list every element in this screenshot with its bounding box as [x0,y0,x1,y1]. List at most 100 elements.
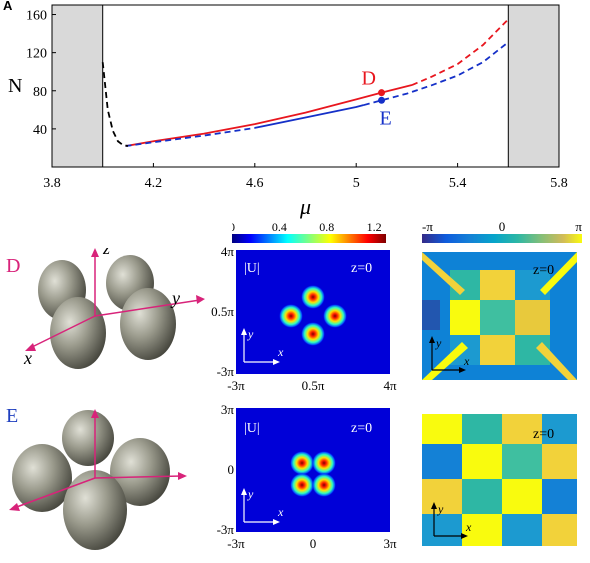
marker-point [378,96,386,104]
amp-spot [312,473,336,497]
phase-patch [462,444,502,479]
series-line [411,18,509,86]
plot-frame [51,4,560,168]
amp-spot [323,304,347,328]
amp-label: |U| [244,261,260,276]
phase-y-label: y [437,502,444,516]
amp-map-background [236,408,390,532]
arrow-right-icon [273,359,280,365]
y-tick-label: 120 [26,47,47,62]
lobe-shape [110,438,170,506]
y-axis-line [94,299,201,317]
amp-y-tick-label: 4π [221,244,235,259]
x-tick-label: 5 [353,176,360,191]
z-axis-arrow-icon [91,409,99,418]
point-label: D [362,68,376,90]
x-tick-label: 5.8 [550,176,568,191]
series-line [101,62,129,147]
marker-point [378,89,386,97]
map-y-label: y [247,327,254,341]
y-axis-arrow-icon [196,295,205,304]
map-x-label: x [277,505,284,519]
panel-label: A [3,0,13,13]
axis-label-x: x [23,348,32,368]
lobe-shape [120,288,176,360]
shaded-region [508,5,559,167]
phase-patch [536,342,577,380]
arrow-up-icon [241,328,247,335]
arrow-up-icon [431,502,437,509]
phase-x-label: x [463,354,470,368]
amp-y-tick-label: -3π [217,522,235,537]
colorbars: 0 0.4 0.8 1.2 -π 0 π [232,219,582,243]
amp-colorbar-tick-label: 0 [232,220,235,234]
phase-patch [462,414,502,444]
amp-y-tick-label: 0 [228,462,235,477]
phase-patch [542,479,577,514]
phase-patch [422,444,462,479]
phase-patch [422,252,465,295]
amp-spot [301,322,325,346]
amp-map-background [236,250,390,374]
series-line [363,41,509,106]
phase-z-label: z=0 [533,263,554,278]
z-label: z=0 [351,261,372,276]
x-axis-line [13,477,96,509]
x-axis-arrow-icon [25,343,36,351]
x-tick-label: 5.4 [449,176,467,191]
phase-colorbar-ticks: -π 0 π [422,219,582,234]
amp-spot [290,473,314,497]
phase-colorbar [422,234,582,243]
map-y-label: y [247,487,254,501]
phase-colorbar-tick-label: 0 [499,219,506,234]
phase-patch [480,335,515,365]
amp-colorbar-ticks: 0 0.4 0.8 1.2 [232,220,382,234]
axis-label-z: z [102,248,110,258]
amp-colorbar [232,234,386,243]
shaded-regions [52,5,559,167]
row-letter-d: D [6,255,20,277]
top-chart: 3.8 4.2 4.6 5 5.4 5.8 40 80 120 160 DE N μ [8,4,568,219]
amp-x-tick-label: 4π [383,378,397,393]
phase-patch [450,300,480,335]
amp-spot [312,451,336,475]
amp-spot [279,304,303,328]
x-tick-label: 4.6 [246,176,264,191]
amp-label: |U| [244,421,260,436]
y-tick-label: 80 [33,85,47,100]
phase-patch [502,444,542,479]
phase-patch [422,479,462,514]
phase-patch [480,300,515,335]
amp-colorbar-tick-label: 1.2 [367,220,382,234]
amp-x-tick-label: -3π [227,378,245,393]
arrow-right-icon [459,367,466,373]
phase-y-label: y [435,336,442,350]
phase-map-e: z=0 y x [422,414,577,546]
amplitude-map-e: |U| z=0 y x -3π 0 3π 3π 0 -3π [217,402,397,551]
lobe-shape [12,444,72,512]
lobe-shape [63,470,127,550]
row-e: E |U| z=0 y x -3π 0 3π 3π 0 -3π z=0 [0,400,590,563]
amp-x-tick-label: 0 [310,536,317,551]
amplitude-map-d: |U| z=0 y x -3π 0.5π 4π 4π 0.5π -3π [211,244,397,393]
phase-patch [462,514,502,546]
row-d: z y x D |U| z=0 y x -3π 0.5π 4π 4π 0.5π [0,244,590,398]
phase-z-label: z=0 [533,427,554,442]
isosurface-d: z y x D [6,248,205,369]
phase-patch [542,444,577,479]
isosurface-e: E [6,405,187,550]
x-tick-label: 4.2 [145,176,163,191]
x-axis-line [29,315,96,349]
z-axis-arrow-icon [91,248,99,257]
arrow-up-icon [241,488,247,495]
arrow-right-icon [461,533,468,539]
phase-patch [540,252,577,295]
amp-y-tick-label: -3π [217,364,235,379]
phase-map-d: z=0 y x [422,252,577,380]
x-axis-arrow-icon [9,503,20,511]
series-line [254,104,365,129]
x-axis-label: μ [299,194,311,219]
amp-spot [301,285,325,309]
phase-patch [542,514,577,546]
chart-series [101,18,509,147]
